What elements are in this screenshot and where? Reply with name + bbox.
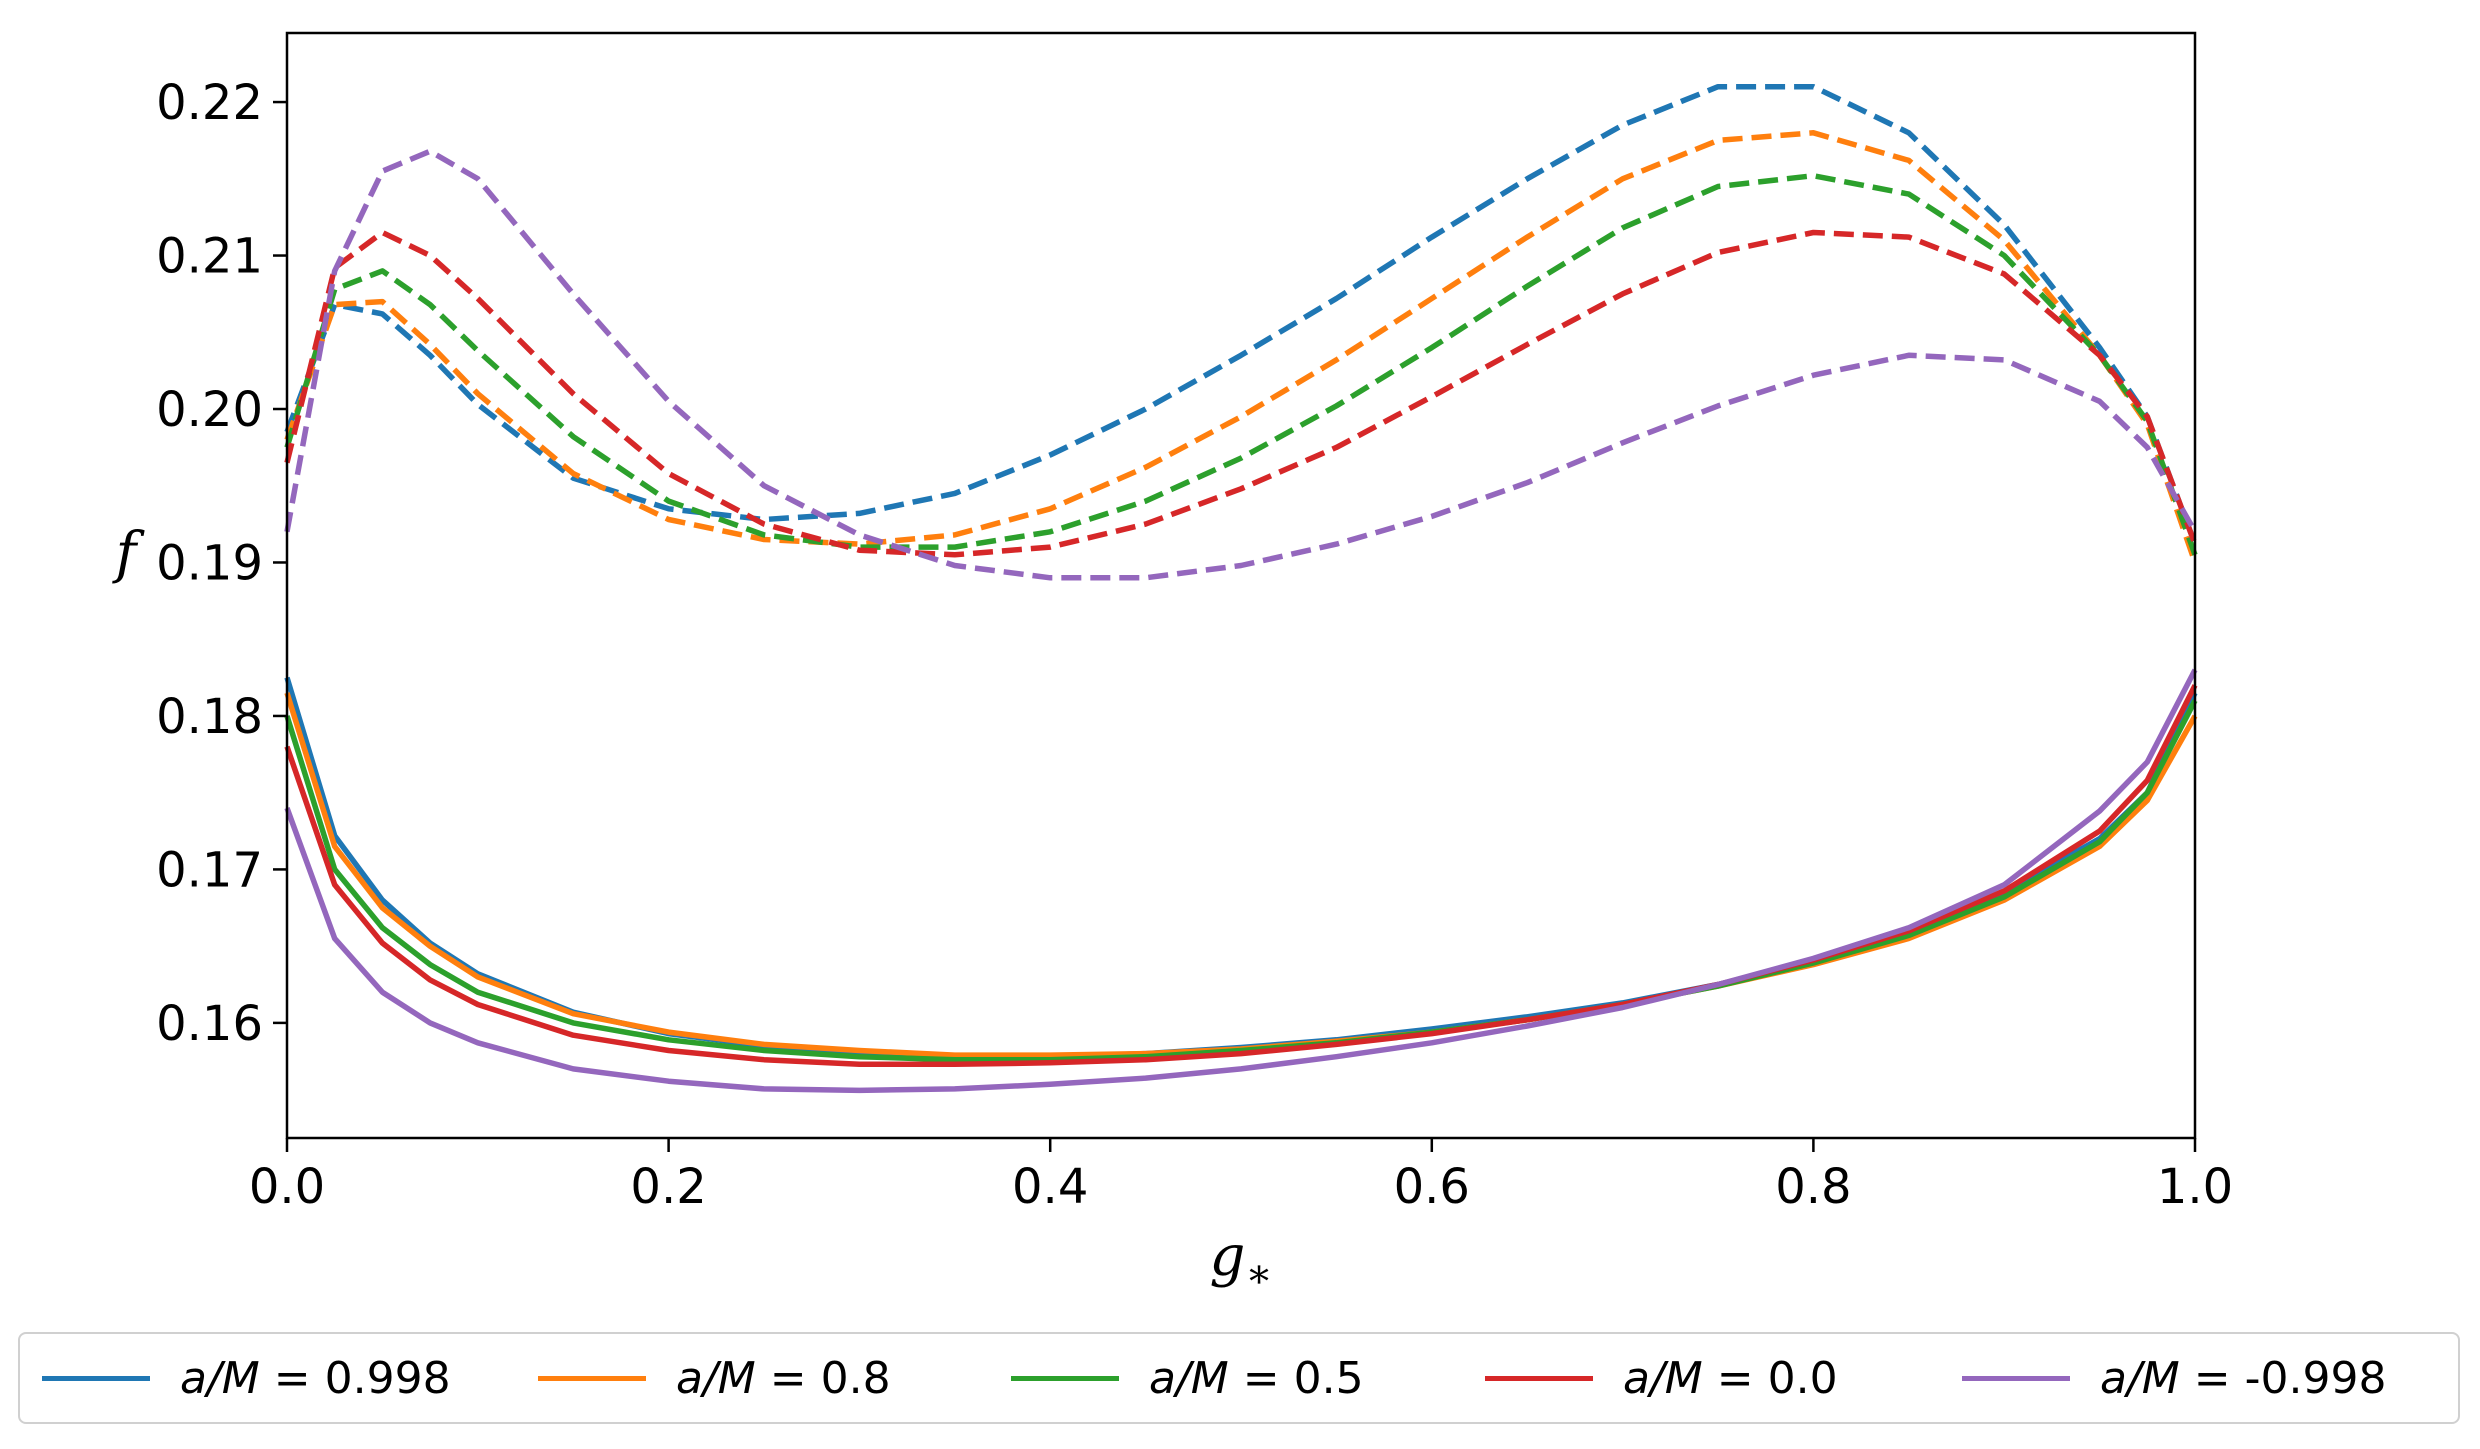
series-line-solid-1 [284,692,2198,1058]
series-line-dashed-1 [284,130,2198,564]
legend-label: a/M = -0.998 [2100,1353,2386,1404]
y-axis-label: f [112,521,146,586]
y-tick-label: 0.16 [156,996,263,1052]
legend-item: a/M = 0.998 [42,1334,451,1422]
legend-label-value: = 0.8 [769,1352,891,1404]
y-tick-label: 0.22 [156,75,263,131]
series-line-dashed-2 [284,172,2198,556]
plot-lines [284,83,2198,1094]
legend: a/M = 0.998 a/M = 0.8 a/M = 0.5 a/M = 0.… [18,1332,2460,1424]
legend-label-value: = -0.998 [2193,1352,2387,1404]
y-tick-label: 0.20 [156,382,263,438]
legend-label-value: = 0.5 [1242,1352,1364,1404]
y-axis: 0.16 0.17 0.18 0.19 0.20 0.21 0.22 [156,75,287,1052]
legend-label-prefix: a/M [1623,1352,1703,1404]
x-tick-label: 0.2 [630,1159,706,1215]
series-line-solid-0 [284,676,2198,1060]
x-tick-label: 0.8 [1775,1159,1851,1215]
legend-swatch [1011,1375,1119,1381]
series-line-solid-3 [284,684,2198,1068]
legend-label: a/M = 0.998 [180,1353,451,1404]
legend-swatch [1962,1375,2070,1381]
series-line-dashed-0 [284,83,2198,546]
x-tick-label: 0.6 [1394,1159,1470,1215]
legend-label-prefix: a/M [180,1352,260,1404]
x-tick-label: 1.0 [2157,1159,2233,1215]
legend-label: a/M = 0.5 [1149,1353,1364,1404]
legend-item: a/M = -0.998 [1962,1334,2386,1422]
y-tick-label: 0.19 [156,535,263,591]
series-line-dashed-4 [284,148,2198,581]
plot-frame [285,31,2197,1140]
legend-item: a/M = 0.5 [1011,1334,1364,1422]
series-line-solid-2 [284,699,2198,1063]
legend-label-prefix: a/M [1149,1352,1229,1404]
legend-label-value: = 0.0 [1716,1352,1838,1404]
legend-label-value: = 0.998 [273,1352,451,1404]
x-tick-label: 0.0 [249,1159,325,1215]
legend-item: a/M = 0.0 [1485,1334,1838,1422]
legend-label-prefix: a/M [2100,1352,2180,1404]
legend-item: a/M = 0.8 [538,1334,891,1422]
y-tick-label: 0.21 [156,229,263,285]
legend-label: a/M = 0.8 [676,1353,891,1404]
legend-swatch [538,1375,646,1381]
y-tick-label: 0.17 [156,842,263,898]
series-line-dashed-3 [284,229,2198,558]
series-line-solid-4 [284,668,2198,1094]
y-tick-label: 0.18 [156,689,263,745]
legend-swatch [1485,1375,1593,1381]
x-tick-label: 0.4 [1012,1159,1088,1215]
x-axis: 0.0 0.2 0.4 0.6 0.8 1.0 [249,1138,2233,1215]
legend-swatch [42,1375,150,1381]
legend-label: a/M = 0.0 [1623,1353,1838,1404]
x-axis-label: g∗ [1209,1224,1272,1297]
legend-label-prefix: a/M [676,1352,756,1404]
